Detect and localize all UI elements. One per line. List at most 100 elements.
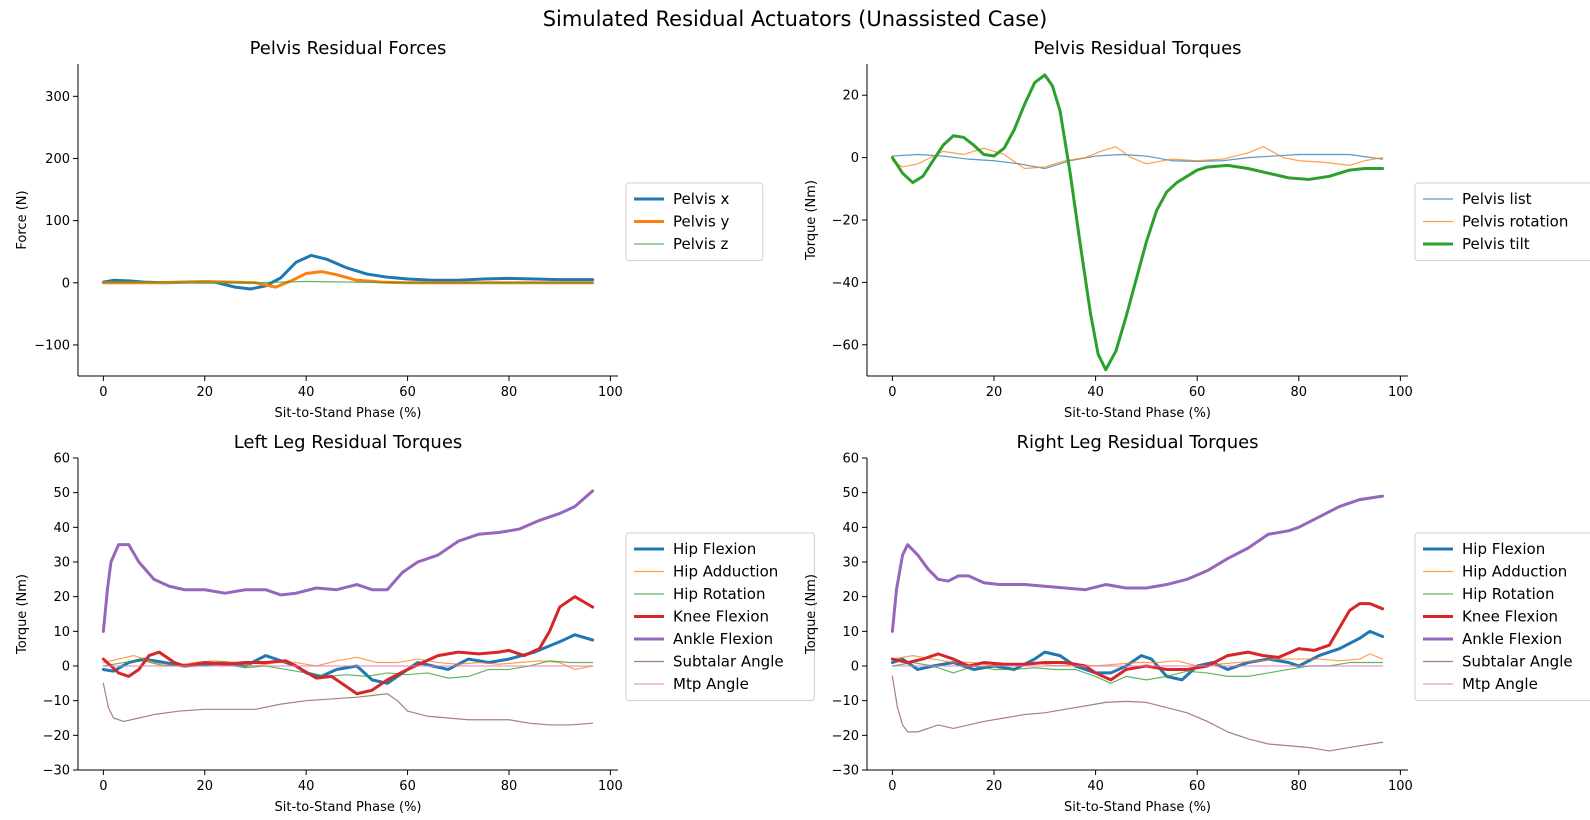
chart3-ytick-label: −30 bbox=[832, 764, 859, 779]
chart1-series-pelvis-list-line bbox=[891, 153, 1384, 170]
chart3-title: Right Leg Residual Torques bbox=[1016, 432, 1258, 453]
chart2-ytick-label: 50 bbox=[53, 486, 70, 501]
chart1-legend-label: Pelvis list bbox=[1462, 190, 1532, 208]
chart0-ytick-label: 200 bbox=[45, 152, 70, 167]
chart2-xtick-label: 0 bbox=[99, 779, 107, 794]
chart2-legend-label: Mtp Angle bbox=[673, 675, 749, 693]
chart3-panel: Right Leg Residual Torques 0 20 40 60 80 100 −3… bbox=[804, 432, 1590, 815]
chart1-legend: Pelvis list Pelvis rotation Pelvis tilt bbox=[1414, 182, 1590, 261]
chart3-legend-label: Subtalar Angle bbox=[1462, 653, 1573, 671]
chart3-legend: Hip Flexion Hip Adduction Hip Rotation Knee… bbox=[1414, 532, 1590, 701]
chart1-panel: Pelvis Residual Torques 0 20 40 60 80 100 −60 −4… bbox=[804, 38, 1590, 421]
chart3-ylabel: Torque (Nm) bbox=[804, 574, 819, 655]
chart1-xlabel: Sit-to-Stand Phase (%) bbox=[1064, 406, 1211, 421]
chart2-legend-label: Hip Rotation bbox=[673, 585, 765, 603]
chart0-ytick-label: −100 bbox=[34, 338, 70, 353]
chart2-series-ankle-flexion-line bbox=[101, 489, 595, 633]
chart3-series-hip-flexion-line bbox=[890, 629, 1385, 682]
chart3-ytick-label: 40 bbox=[842, 521, 859, 536]
chart2-ytick-label: 0 bbox=[62, 660, 70, 675]
chart0-legend-label: Pelvis z bbox=[673, 235, 729, 253]
chart0-xtick-label: 20 bbox=[196, 385, 213, 400]
chart2-ytick-label: −30 bbox=[43, 764, 70, 779]
chart1-xtick-label: 60 bbox=[1189, 385, 1206, 400]
chart2-title: Left Leg Residual Torques bbox=[234, 432, 463, 453]
chart1-ytick-label: −60 bbox=[832, 338, 859, 353]
chart2-ytick-label: 40 bbox=[53, 521, 70, 536]
chart1-xtick-label: 20 bbox=[986, 385, 1003, 400]
chart2-xtick-label: 20 bbox=[196, 779, 213, 794]
chart3-ytick-label: 10 bbox=[842, 625, 859, 640]
chart0-legend-label: Pelvis x bbox=[673, 190, 730, 208]
chart3-xtick-label: 80 bbox=[1291, 779, 1308, 794]
chart2-series-hip-rotation-line bbox=[102, 660, 594, 679]
chart3-ytick-label: 60 bbox=[842, 452, 859, 467]
chart0-ytick-label: 300 bbox=[45, 90, 70, 105]
chart3-series-ankle-flexion-line bbox=[890, 494, 1385, 633]
chart3-legend-label: Hip Flexion bbox=[1462, 540, 1545, 558]
chart2-ylabel: Torque (Nm) bbox=[15, 574, 30, 655]
chart1-series-pelvis-tilt-line bbox=[890, 73, 1385, 372]
chart3-legend-box bbox=[1414, 532, 1590, 701]
chart1-series-pelvis-rotation-line bbox=[891, 146, 1384, 170]
chart2-series-knee-flexion-line bbox=[101, 595, 595, 696]
chart2-legend: Hip Flexion Hip Adduction Hip Rotation Knee… bbox=[625, 532, 815, 701]
chart2-ytick-label: −20 bbox=[43, 729, 70, 744]
chart1-xtick-label: 40 bbox=[1087, 385, 1104, 400]
chart2-ytick-label: 60 bbox=[53, 452, 70, 467]
chart1-legend-label: Pelvis tilt bbox=[1462, 235, 1530, 253]
chart1-ylabel: Torque (Nm) bbox=[804, 180, 819, 261]
chart3-ytick-label: 20 bbox=[842, 590, 859, 605]
chart1-ytick-label: −20 bbox=[832, 214, 859, 229]
chart3-xtick-label: 60 bbox=[1189, 779, 1206, 794]
chart0-legend: Pelvis x Pelvis y Pelvis z bbox=[625, 182, 764, 261]
chart2-xtick-label: 100 bbox=[598, 779, 623, 794]
chart0-ytick-label: 0 bbox=[62, 276, 70, 291]
chart2-ytick-label: 10 bbox=[53, 625, 70, 640]
chart0-title: Pelvis Residual Forces bbox=[250, 38, 447, 59]
chart3-ytick-label: −20 bbox=[832, 729, 859, 744]
chart0-ytick-label: 100 bbox=[45, 214, 70, 229]
chart3-legend-label: Knee Flexion bbox=[1462, 608, 1558, 626]
chart3-xtick-label: 20 bbox=[986, 779, 1003, 794]
chart0-xtick-label: 80 bbox=[501, 385, 518, 400]
chart0-legend-box bbox=[625, 182, 764, 261]
chart2-legend-label: Hip Flexion bbox=[673, 540, 756, 558]
chart0-ylabel: Force (N) bbox=[15, 190, 30, 249]
chart1-ytick-label: 20 bbox=[842, 89, 859, 104]
chart0-xtick-label: 100 bbox=[598, 385, 623, 400]
figure-title: Simulated Residual Actuators (Unassisted… bbox=[543, 7, 1048, 31]
chart2-ytick-label: 30 bbox=[53, 556, 70, 571]
chart0-series-pelvis-z-line bbox=[102, 280, 594, 284]
chart3-legend-label: Ankle Flexion bbox=[1462, 630, 1562, 648]
chart3-ytick-label: −10 bbox=[832, 694, 859, 709]
chart0-xlabel: Sit-to-Stand Phase (%) bbox=[274, 406, 421, 421]
chart2-legend-label: Ankle Flexion bbox=[673, 630, 773, 648]
chart1-ytick-label: 0 bbox=[851, 151, 859, 166]
chart1-xtick-label: 0 bbox=[888, 385, 896, 400]
chart1-xtick-label: 100 bbox=[1388, 385, 1413, 400]
chart3-xtick-label: 100 bbox=[1388, 779, 1413, 794]
chart0-xtick-label: 0 bbox=[99, 385, 107, 400]
chart2-legend-label: Subtalar Angle bbox=[673, 653, 784, 671]
chart2-series-subtalar-angle-line bbox=[102, 682, 594, 726]
chart0-legend-label: Pelvis y bbox=[673, 213, 730, 231]
chart1-legend-box bbox=[1414, 182, 1590, 261]
chart1-ytick-label: −40 bbox=[832, 276, 859, 291]
chart3-legend-label: Hip Rotation bbox=[1462, 585, 1554, 603]
chart1-legend-label: Pelvis rotation bbox=[1462, 213, 1568, 231]
chart3-xlabel: Sit-to-Stand Phase (%) bbox=[1064, 800, 1211, 815]
chart0-xtick-label: 40 bbox=[298, 385, 315, 400]
chart3-xtick-label: 0 bbox=[888, 779, 896, 794]
chart2-ytick-label: −10 bbox=[43, 694, 70, 709]
chart3-ytick-label: 30 bbox=[842, 556, 859, 571]
chart2-xtick-label: 80 bbox=[501, 779, 518, 794]
chart2-xtick-label: 60 bbox=[399, 779, 416, 794]
chart3-xtick-label: 40 bbox=[1087, 779, 1104, 794]
chart2-legend-label: Hip Adduction bbox=[673, 563, 778, 581]
chart1-title: Pelvis Residual Torques bbox=[1033, 38, 1241, 59]
chart2-ytick-label: 20 bbox=[53, 590, 70, 605]
